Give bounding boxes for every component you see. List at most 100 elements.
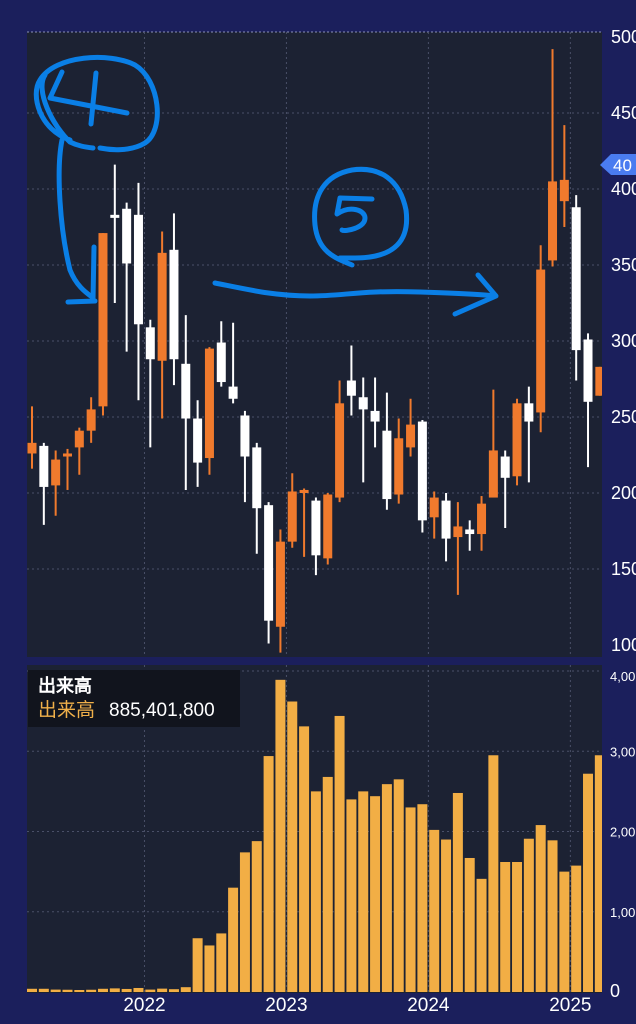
volume-bar	[275, 679, 286, 992]
volume-bars	[27, 679, 602, 992]
candle	[27, 406, 37, 469]
year-tick-label: 2023	[265, 995, 307, 1016]
candle	[110, 164, 120, 303]
annotation-circle-4	[33, 54, 160, 153]
current-price-tag: 40	[600, 154, 636, 175]
price-tick-label: 250	[611, 407, 636, 427]
candle	[512, 398, 522, 486]
candle-body	[488, 450, 498, 498]
volume-bar	[50, 989, 61, 992]
candle-body	[157, 252, 167, 361]
candle	[335, 380, 345, 503]
volume-bar	[594, 755, 602, 992]
volume-bar	[168, 989, 179, 992]
volume-bar	[464, 857, 475, 992]
volume-legend-title: 出来高	[38, 676, 92, 696]
volume-bar	[86, 989, 97, 992]
candle-body	[299, 489, 309, 493]
price-tag-shape	[600, 154, 636, 175]
candle	[548, 49, 558, 267]
price-tick-label: 500	[611, 27, 636, 47]
candle	[275, 529, 285, 653]
candle	[595, 366, 602, 396]
candle-body	[39, 445, 49, 487]
price-tag-label: 40	[613, 156, 632, 175]
volume-bar	[287, 701, 298, 992]
candle	[583, 333, 593, 468]
price-tick-label: 350	[611, 255, 636, 275]
candle-body	[216, 342, 226, 383]
volume-tick-label: 2,00	[610, 825, 635, 840]
candle	[62, 448, 72, 490]
candle-body	[406, 424, 416, 448]
volume-bar	[476, 878, 487, 992]
candle	[394, 418, 404, 504]
candle	[216, 321, 226, 387]
candle-body	[382, 430, 392, 500]
price-tick-label: 100	[611, 635, 636, 655]
candle	[98, 233, 108, 416]
year-tick-label: 2024	[407, 995, 450, 1016]
candle-body	[62, 453, 72, 457]
volume-axis: 4,00 3,00 2,00 1,00 0	[610, 669, 635, 1001]
candle	[157, 231, 167, 419]
volume-bar	[180, 987, 191, 992]
candle-body	[583, 339, 593, 402]
volume-legend-series: 出来高	[38, 700, 96, 721]
candle-body	[110, 214, 120, 218]
volume-tick-label: 0	[610, 981, 620, 1001]
volume-bar	[121, 988, 132, 992]
volume-bar	[145, 989, 156, 992]
volume-bar	[109, 988, 120, 992]
candle-body	[477, 503, 487, 535]
candle-body	[240, 415, 250, 457]
candle	[536, 245, 546, 433]
volume-tick-label: 3,00	[610, 744, 635, 759]
candle-body	[346, 380, 356, 396]
candle	[252, 442, 262, 554]
annotation-digit-4	[47, 69, 130, 127]
candle-body	[358, 397, 368, 410]
candle-body	[548, 181, 558, 261]
candle	[571, 195, 581, 381]
volume-bar	[523, 838, 534, 992]
candle	[311, 497, 321, 576]
volume-bar	[263, 756, 274, 992]
candle	[74, 427, 84, 475]
price-tick-label: 200	[611, 483, 636, 503]
volume-legend: 出来高 出来高 885,401,800	[28, 670, 240, 727]
candle-body	[323, 494, 333, 559]
candle	[382, 392, 392, 510]
volume-bar	[583, 773, 594, 992]
candle	[488, 389, 498, 498]
volume-bar	[299, 726, 310, 992]
candle-body	[145, 327, 155, 360]
candle	[122, 202, 132, 352]
volume-bar	[370, 796, 381, 992]
candle-body	[287, 491, 297, 542]
volume-bar	[97, 988, 108, 992]
volume-bar	[251, 841, 262, 992]
candle	[559, 125, 569, 227]
candle-body	[465, 529, 475, 535]
volume-bar	[512, 861, 523, 992]
price-plot-area[interactable]	[27, 32, 602, 657]
candle	[133, 182, 143, 401]
candle-body	[441, 500, 451, 539]
year-tick-label: 2025	[549, 995, 591, 1016]
candle	[524, 386, 534, 483]
volume-bar	[417, 804, 428, 992]
volume-bar	[547, 840, 558, 992]
candle-body	[27, 442, 37, 454]
volume-bar	[204, 945, 215, 992]
volume-bar	[441, 839, 452, 992]
candle	[193, 400, 203, 487]
year-tick-label: 2022	[123, 995, 165, 1016]
candle-body	[181, 363, 191, 419]
candle-body	[86, 409, 96, 431]
volume-bar	[405, 807, 416, 992]
candle	[287, 473, 297, 548]
candle	[86, 397, 96, 443]
candle-body	[98, 233, 108, 407]
